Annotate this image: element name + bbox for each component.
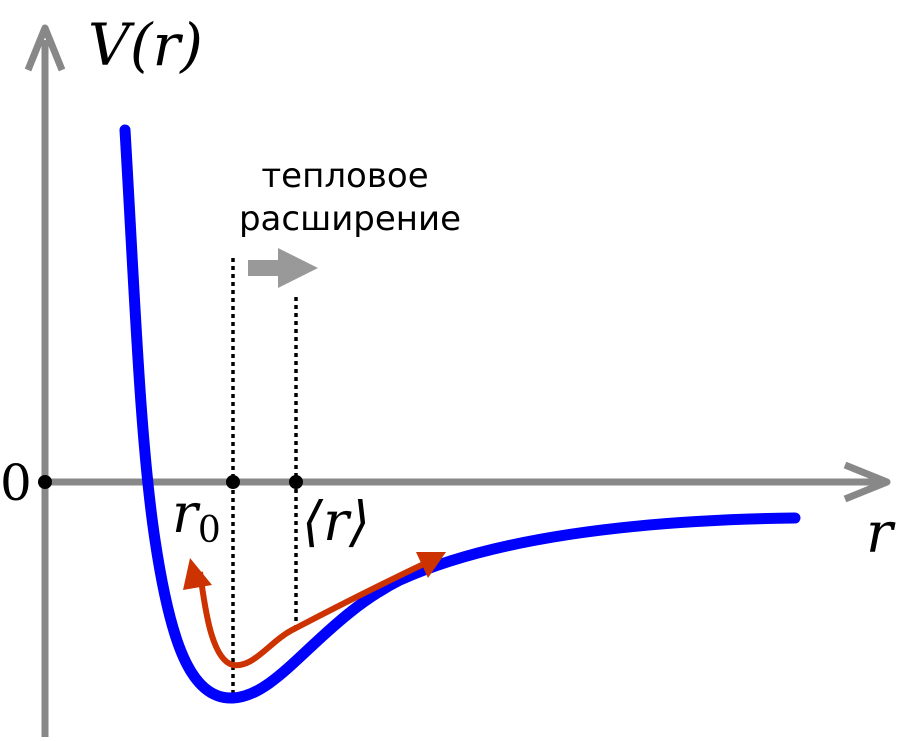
r0-subscript: 0 <box>198 510 221 551</box>
thermal-expansion-arrow <box>248 248 318 288</box>
annotation-line1: тепловое <box>261 156 428 196</box>
r0-label: r0 <box>172 482 221 551</box>
mean-r-label: ⟨r⟩ <box>302 490 370 553</box>
oscillation-arrowhead-right <box>416 552 446 578</box>
oscillation-arrow <box>197 559 430 669</box>
r0-base: r <box>172 482 201 545</box>
x-axis-arrowhead <box>843 461 891 503</box>
y-axis-label: V(r) <box>88 11 203 79</box>
mean-r-dot <box>289 475 303 489</box>
annotation-line2: расширение <box>239 199 461 239</box>
origin-label: 0 <box>0 454 32 512</box>
potential-curve <box>119 124 801 704</box>
r0-dot <box>226 475 240 489</box>
y-axis-arrowhead <box>24 24 66 72</box>
oscillation-arrowhead-left <box>183 558 212 590</box>
origin-dot <box>38 475 52 489</box>
x-axis-label: r <box>866 501 896 566</box>
